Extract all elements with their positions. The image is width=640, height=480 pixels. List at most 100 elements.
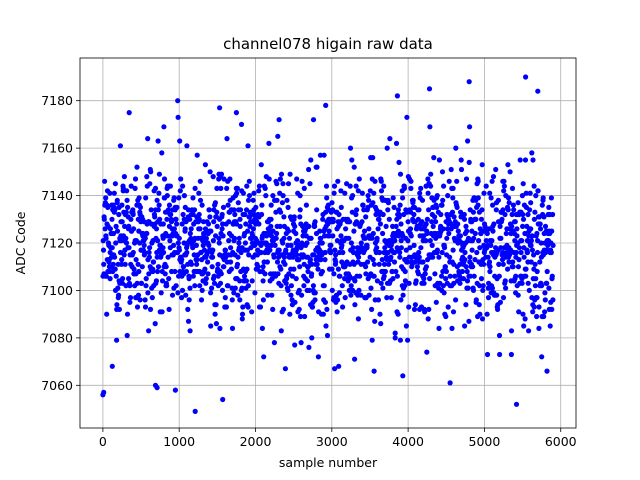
data-point	[534, 295, 540, 301]
data-point	[370, 200, 376, 206]
data-point	[288, 292, 294, 298]
data-point	[126, 223, 132, 229]
data-point	[293, 230, 299, 237]
data-point	[135, 292, 142, 298]
data-point	[169, 292, 176, 298]
data-point	[347, 273, 353, 279]
data-point	[273, 235, 279, 241]
y-tick-label: 7180	[41, 93, 73, 108]
data-point	[282, 261, 288, 267]
data-point	[175, 240, 181, 246]
data-point	[153, 226, 160, 232]
data-point	[450, 185, 456, 191]
data-point	[490, 202, 496, 208]
data-point	[481, 261, 487, 267]
data-point	[171, 242, 177, 248]
data-point	[487, 268, 493, 275]
data-point	[455, 228, 461, 234]
data-point	[243, 221, 249, 227]
data-point	[228, 266, 234, 272]
data-point	[243, 278, 249, 284]
data-point	[354, 207, 360, 213]
data-point	[266, 140, 272, 146]
data-point	[190, 245, 196, 251]
outlier-point	[426, 86, 433, 92]
data-point	[197, 178, 203, 184]
data-point	[411, 242, 417, 248]
data-point	[511, 207, 517, 213]
data-point	[210, 174, 216, 180]
data-point	[356, 176, 362, 182]
data-point	[234, 185, 240, 191]
data-point	[103, 195, 109, 201]
data-point	[408, 178, 414, 184]
data-point	[100, 247, 107, 253]
data-point	[183, 292, 189, 298]
data-point	[476, 238, 482, 244]
data-point	[210, 247, 216, 253]
data-point	[213, 321, 219, 327]
data-point	[388, 254, 394, 260]
data-point	[548, 249, 554, 256]
data-point	[470, 287, 477, 293]
data-point	[136, 195, 142, 201]
data-point	[175, 290, 181, 296]
outlier-point	[233, 110, 239, 116]
data-point	[278, 283, 284, 289]
data-point	[299, 292, 305, 298]
data-point	[259, 202, 265, 208]
data-point	[288, 242, 294, 248]
data-point	[217, 280, 224, 286]
data-point	[348, 283, 354, 289]
data-point	[197, 283, 203, 289]
data-point	[539, 283, 545, 289]
data-point	[138, 280, 145, 286]
data-point	[498, 245, 504, 251]
data-point	[153, 278, 159, 284]
data-point	[132, 176, 139, 182]
data-point	[249, 309, 255, 315]
data-point	[245, 228, 251, 234]
data-point	[283, 280, 289, 286]
outlier-point	[400, 373, 406, 379]
data-point	[110, 230, 117, 237]
data-point	[145, 136, 151, 142]
data-point	[109, 245, 115, 251]
data-point	[237, 297, 243, 303]
data-point	[328, 242, 334, 248]
data-point	[271, 254, 277, 260]
data-point	[314, 164, 320, 170]
data-point	[281, 235, 287, 241]
data-point	[544, 280, 550, 286]
data-point	[537, 221, 543, 227]
data-point	[320, 216, 326, 222]
data-point	[515, 292, 521, 298]
data-point	[314, 261, 320, 267]
data-point	[194, 257, 200, 263]
data-point	[147, 306, 154, 312]
data-point	[225, 283, 231, 289]
data-point	[309, 271, 315, 277]
data-point	[440, 197, 446, 203]
y-tick-label: 7140	[41, 188, 73, 203]
data-point	[539, 202, 545, 208]
data-point	[530, 309, 536, 315]
y-axis-title: ADC Code	[13, 211, 28, 274]
data-point	[427, 276, 433, 282]
data-point	[485, 295, 492, 301]
data-point	[265, 292, 271, 298]
data-point	[378, 280, 384, 286]
data-point	[103, 235, 109, 241]
data-point	[164, 216, 170, 222]
data-point	[113, 240, 119, 246]
data-point	[423, 264, 429, 270]
data-point	[478, 216, 485, 222]
data-point	[423, 238, 429, 244]
data-point	[308, 235, 314, 241]
data-point	[392, 335, 398, 341]
data-point	[380, 211, 386, 218]
data-point	[258, 249, 264, 256]
data-point	[385, 200, 391, 206]
data-point	[455, 221, 461, 227]
data-point	[432, 271, 438, 277]
